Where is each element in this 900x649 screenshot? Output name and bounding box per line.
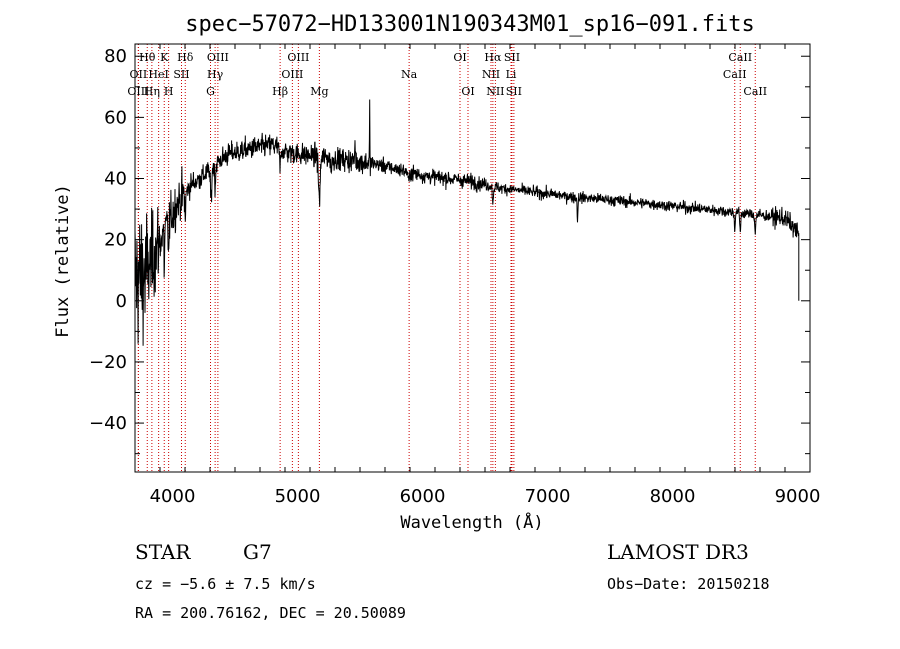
spectral-line-label: H [164, 85, 174, 98]
spectral-line-label: Hδ [177, 51, 194, 64]
spectrum-series-line [135, 99, 800, 346]
x-tick-label: 4000 [150, 486, 196, 507]
y-tick-label: 60 [104, 107, 127, 128]
spectral-line-label: OII [130, 68, 148, 81]
y-tick-label: −20 [89, 352, 127, 373]
spectral-line-label: OIII [287, 51, 309, 64]
spectral-line-label: SII [173, 68, 189, 81]
spectral-line-label: Mg [310, 85, 328, 98]
spectral-line-label: OI [453, 51, 466, 64]
x-tick-label: 8000 [650, 486, 696, 507]
y-tick-label: 20 [104, 230, 127, 251]
spectral-line-label: G [206, 85, 215, 98]
spectral-line-label: Na [401, 68, 418, 81]
spectral-line-label: HeI [148, 68, 168, 81]
x-tick-label: 7000 [525, 486, 571, 507]
y-tick-label: 0 [116, 291, 127, 312]
chart-title: spec−57072−HD133001N190343M01_sp16−091.f… [185, 12, 755, 37]
spectral-line-label: Hα [484, 51, 502, 64]
observation-date: Obs−Date: 20150218 [607, 575, 770, 593]
spectral-line-label: OIII [207, 51, 229, 64]
spectral-line-label: Hγ [207, 68, 224, 81]
spectral-line-label: CaII [728, 51, 752, 64]
redshift-cz: cz = −5.6 ± 7.5 km/s [135, 575, 316, 593]
x-axis-ticks: 4000 5000 6000 7000 8000 9000 [134, 44, 821, 507]
spectral-line-label: CaII [743, 85, 767, 98]
survey-name: LAMOST DR3 [607, 540, 749, 564]
spectral-line-label: NII [486, 85, 504, 98]
y-axis-ticks: −40 −20 0 20 40 60 80 [89, 46, 810, 455]
x-tick-label: 9000 [775, 486, 821, 507]
spectral-line-label: NII [482, 68, 500, 81]
plot-frame [134, 43, 811, 473]
x-axis-label: Wavelength (Å) [400, 511, 543, 533]
x-tick-label: 6000 [400, 486, 446, 507]
spectral-line-label: OIII [281, 68, 303, 81]
spectral-line-label: OI [461, 85, 474, 98]
spectral-line-label: Li [506, 68, 517, 81]
spectral-line-label: Hη [144, 85, 160, 98]
spectral-line-label: Hβ [272, 85, 288, 98]
spectrum-layer [135, 99, 800, 346]
y-tick-label: 40 [104, 169, 127, 190]
y-axis-label: Flux (relative) [53, 184, 73, 338]
y-tick-label: −40 [89, 413, 127, 434]
object-subclass: G7 [243, 540, 272, 564]
y-tick-label: 80 [104, 46, 127, 67]
spectral-line-label: OIII [127, 85, 149, 98]
spectral-line-label: Hθ [139, 51, 156, 64]
spectral-line-label: SII [506, 85, 522, 98]
x-tick-label: 5000 [275, 486, 321, 507]
spectral-line-label: K [160, 51, 169, 64]
spectral-line-label: SII [504, 51, 520, 64]
coordinates: RA = 200.76162, DEC = 20.50089 [135, 604, 406, 622]
spectral-line-label: CaII [723, 68, 747, 81]
object-class: STAR [135, 540, 191, 564]
